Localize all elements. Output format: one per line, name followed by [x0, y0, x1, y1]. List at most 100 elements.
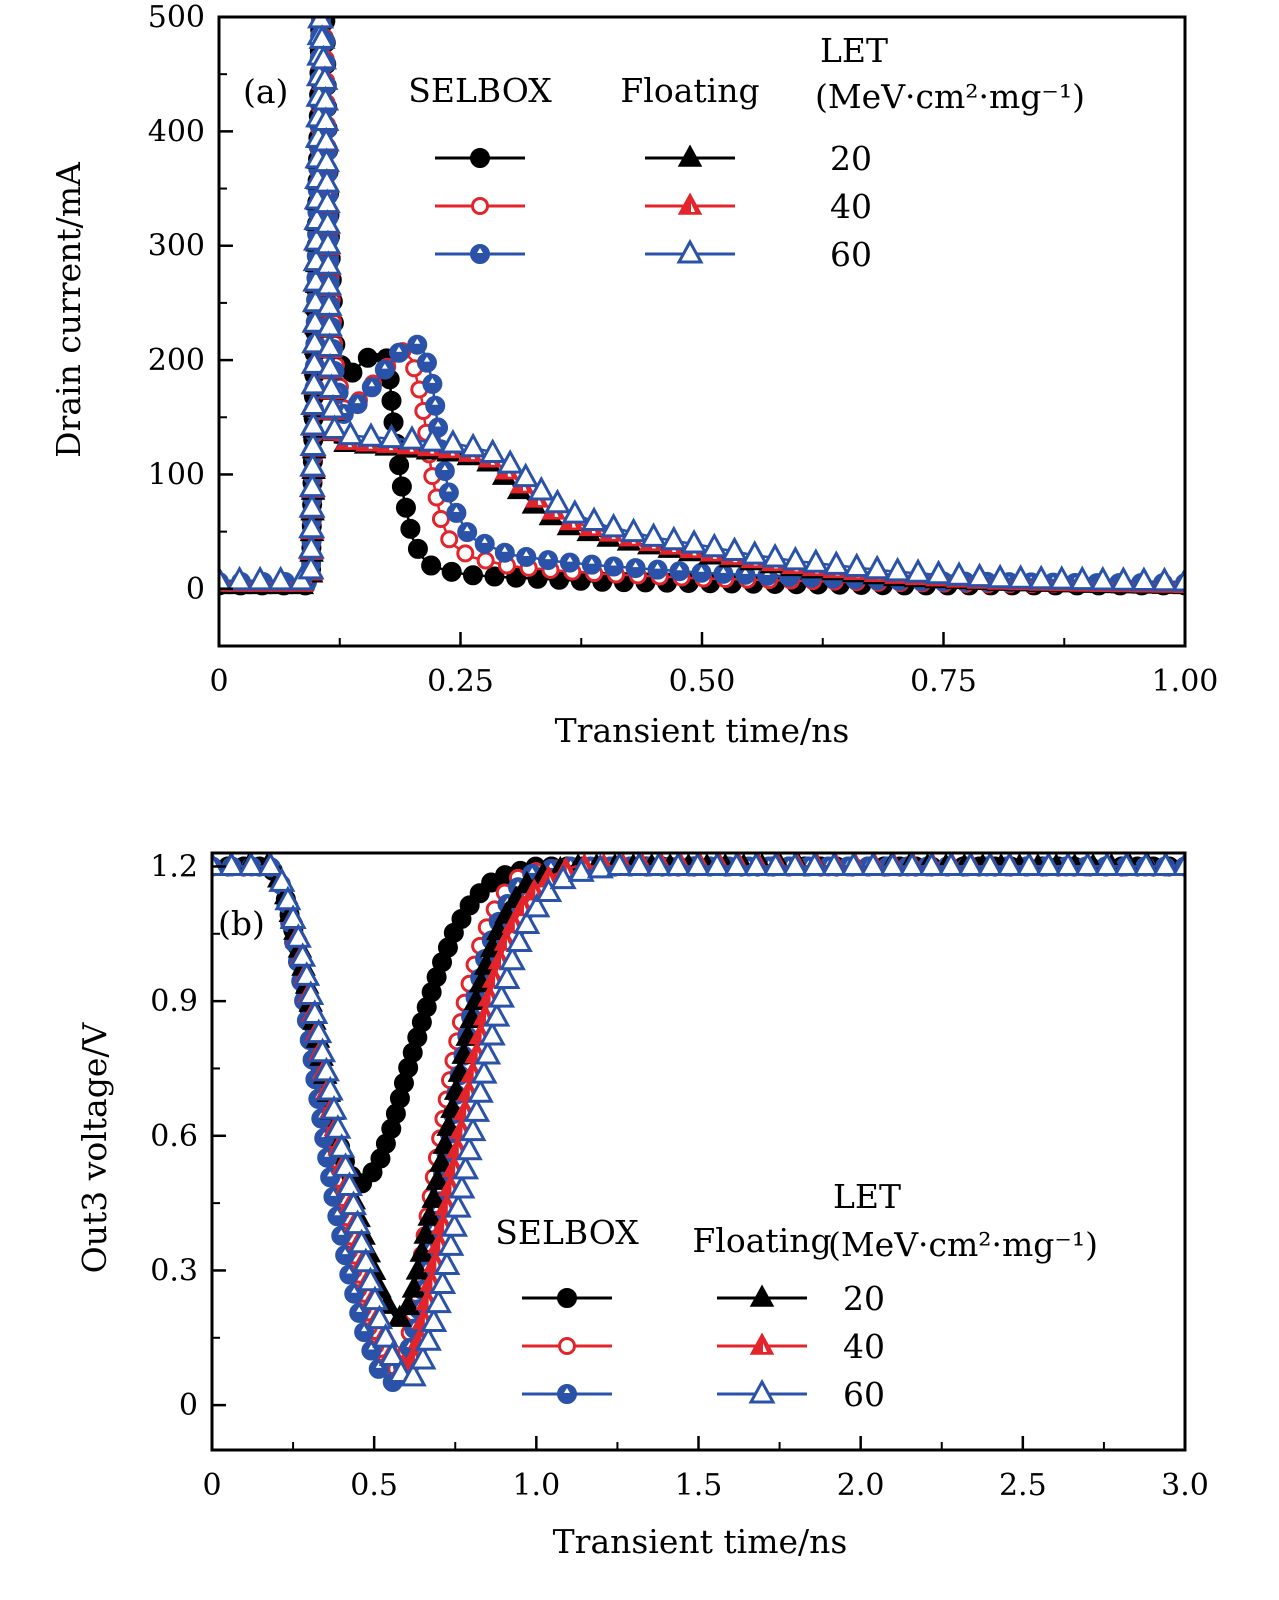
data-point-marker: [1109, 566, 1137, 591]
data-point-marker: [374, 359, 395, 380]
data-point-marker: [487, 983, 516, 1008]
data-point-marker: [425, 395, 446, 416]
data-point-marker: [606, 853, 634, 876]
data-point-marker: [256, 853, 284, 877]
legend-marker-selbox: [471, 197, 489, 215]
panel-b-plot-area: [212, 853, 1185, 1393]
data-point-marker: [459, 1116, 487, 1142]
legend-marker-floating: [677, 192, 703, 215]
data-point-marker: [420, 1307, 448, 1332]
data-point-marker: [321, 414, 349, 440]
y-tick-label: 100: [148, 457, 205, 492]
data-point-marker: [356, 1266, 384, 1292]
data-point-marker: [684, 853, 712, 876]
data-point-marker: [344, 1209, 372, 1235]
data-point-marker: [586, 853, 614, 879]
data-point-marker: [399, 1361, 427, 1387]
data-point-marker: [440, 530, 459, 549]
data-point-marker: [413, 1221, 438, 1244]
data-point-marker: [378, 1341, 406, 1366]
data-point-marker: [336, 420, 365, 446]
data-point-marker: [446, 502, 467, 523]
legend-marker-floating: [677, 144, 703, 167]
data-point-marker: [742, 853, 770, 876]
data-point-marker: [432, 1131, 458, 1154]
data-point-marker: [879, 853, 907, 876]
data-point-marker: [703, 853, 731, 876]
data-point-marker: [421, 1185, 446, 1208]
data-point-marker: [496, 449, 524, 474]
data-point-marker: [664, 853, 692, 876]
data-point-marker: [434, 460, 455, 481]
x-tick-label: 0.75: [910, 664, 977, 699]
data-point-marker: [409, 1344, 437, 1370]
data-point-marker: [226, 565, 254, 591]
data-point-marker: [647, 559, 668, 580]
data-point-marker: [416, 352, 437, 373]
x-tick-label: 1.00: [1152, 664, 1219, 699]
legend-let-value: 20: [830, 139, 872, 178]
legend-header-floating: Floating: [692, 1221, 831, 1260]
data-point-marker: [567, 857, 595, 882]
data-point-marker: [437, 1231, 465, 1256]
data-point-marker: [538, 550, 559, 571]
data-point-marker: [603, 556, 624, 577]
data-point-marker: [820, 853, 848, 876]
data-point-marker: [409, 1239, 435, 1262]
data-point-marker: [843, 552, 871, 578]
data-point-marker: [543, 488, 571, 514]
data-point-marker: [863, 554, 891, 580]
data-point-marker: [324, 1114, 352, 1139]
data-point-marker: [237, 853, 265, 876]
data-point-marker: [320, 1094, 348, 1120]
x-tick-label: 0.50: [669, 664, 736, 699]
data-point-marker: [462, 565, 483, 586]
data-point-marker: [976, 853, 1004, 876]
data-point-marker: [581, 554, 602, 575]
data-point-marker: [494, 542, 515, 563]
panel-b-ticks: 0 0.5 1.0 1.5 2.0 2.5 3.0 0 0.3 0.6 0.9 1.2: [150, 849, 1209, 1503]
legend-row: 40: [435, 187, 872, 226]
data-point-marker: [452, 1154, 480, 1180]
data-point-marker: [317, 373, 345, 399]
panel-b-y-axis-title: Out3 voltage/V: [75, 1022, 114, 1274]
data-point-marker: [357, 422, 385, 447]
legend-row: 60: [435, 235, 872, 274]
legend-marker-selbox: [470, 148, 490, 168]
data-point-marker: [395, 497, 416, 518]
data-point-marker: [723, 853, 751, 876]
data-point-marker: [431, 509, 450, 528]
data-point-marker: [1093, 853, 1121, 876]
data-point-marker: [301, 287, 329, 313]
data-point-marker: [700, 532, 728, 558]
data-point-marker: [498, 945, 526, 971]
data-point-marker: [400, 518, 421, 539]
data-point-marker: [439, 428, 467, 454]
data-point-marker: [352, 1247, 380, 1273]
legend-marker-floating: [749, 1332, 775, 1355]
data-point-marker: [298, 513, 326, 539]
legend-marker-selbox: [558, 1337, 576, 1355]
data-point-marker: [293, 961, 321, 986]
legend-header-selbox: SELBOX: [495, 1213, 639, 1252]
legend-row: 60: [522, 1375, 885, 1414]
legend-marker-floating: [749, 1284, 775, 1307]
data-point-marker: [298, 472, 326, 498]
data-point-marker: [1027, 564, 1055, 590]
data-point-marker: [301, 328, 329, 354]
data-point-marker: [669, 561, 690, 582]
data-point-marker: [549, 864, 577, 890]
data-point-marker: [1112, 853, 1141, 876]
data-point-marker: [822, 550, 850, 575]
data-point-marker: [474, 533, 495, 554]
data-point-marker: [937, 853, 965, 876]
series-selbox-let-60: [212, 856, 1185, 1393]
legend-header-selbox: SELBOX: [408, 71, 552, 110]
data-point-marker: [466, 1078, 494, 1103]
legend-marker-selbox: [470, 244, 490, 264]
legend-let-unit: (MeV·cm²·mg⁻¹): [815, 77, 1085, 116]
data-point-marker: [381, 390, 402, 411]
y-tick-label: 0.6: [150, 1119, 198, 1154]
data-point-marker: [328, 1133, 356, 1158]
data-point-marker: [493, 964, 521, 989]
